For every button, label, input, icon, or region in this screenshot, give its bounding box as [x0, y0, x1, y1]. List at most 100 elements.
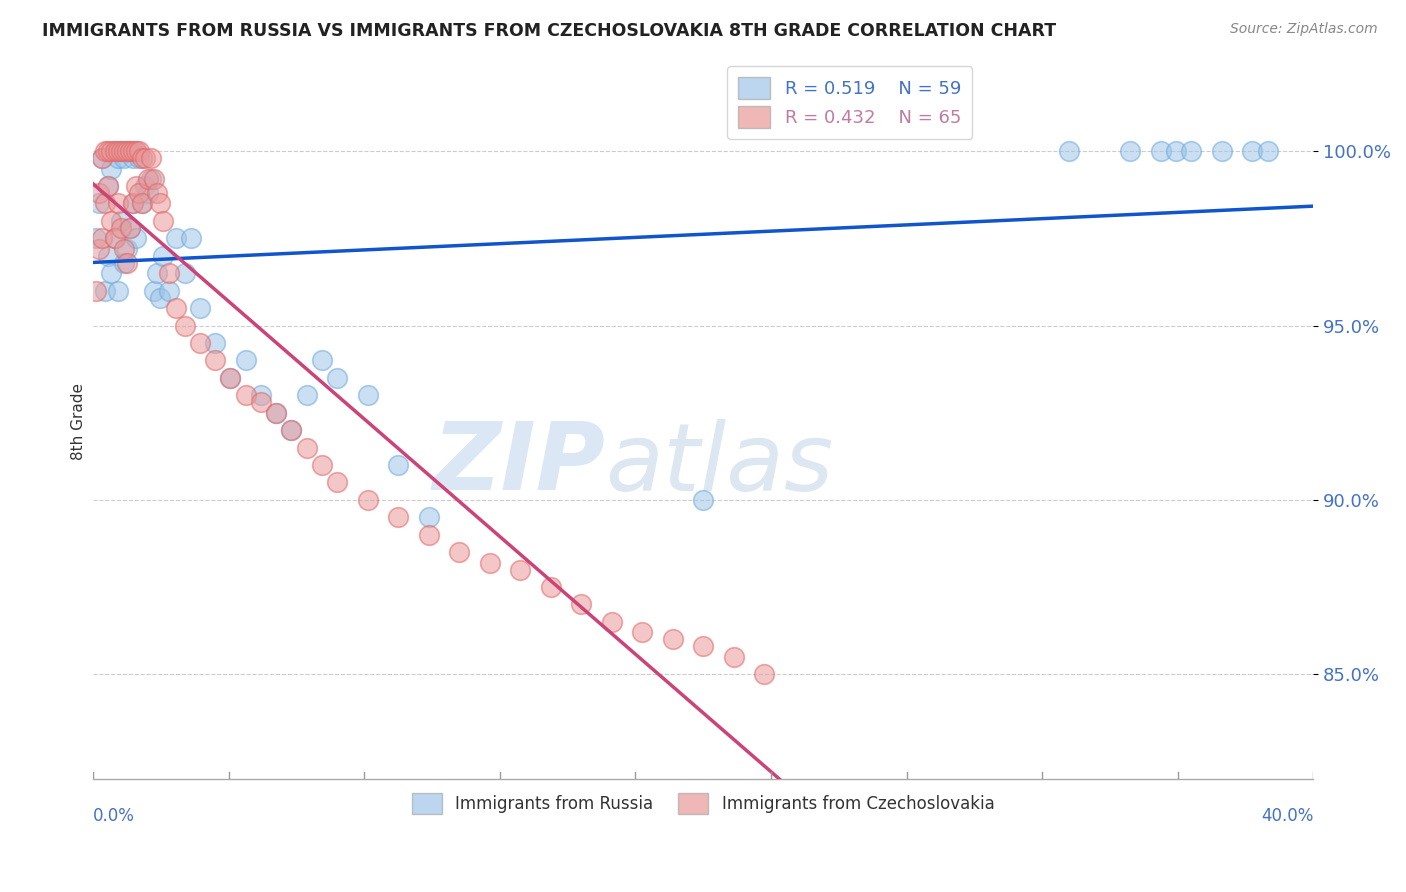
Point	[165, 231, 187, 245]
Point	[692, 492, 714, 507]
Point	[110, 145, 132, 159]
Point	[103, 231, 125, 245]
Point	[125, 145, 148, 159]
Text: 40.0%: 40.0%	[1261, 806, 1313, 824]
Point	[661, 632, 683, 647]
Point	[449, 545, 471, 559]
Point	[139, 151, 162, 165]
Point	[387, 510, 409, 524]
Point	[149, 196, 172, 211]
Point	[110, 145, 132, 159]
Point	[125, 231, 148, 245]
Point	[250, 388, 273, 402]
Point	[143, 172, 166, 186]
Point	[94, 196, 117, 211]
Point	[91, 231, 114, 245]
Point	[112, 256, 135, 270]
Point	[1150, 145, 1173, 159]
Point	[112, 151, 135, 165]
Point	[357, 388, 380, 402]
Point	[121, 151, 143, 165]
Point	[121, 196, 143, 211]
Point	[91, 151, 114, 165]
Point	[91, 151, 114, 165]
Text: Source: ZipAtlas.com: Source: ZipAtlas.com	[1230, 22, 1378, 37]
Point	[1180, 145, 1202, 159]
Point	[357, 492, 380, 507]
Point	[103, 231, 125, 245]
Text: IMMIGRANTS FROM RUSSIA VS IMMIGRANTS FROM CZECHOSLOVAKIA 8TH GRADE CORRELATION C: IMMIGRANTS FROM RUSSIA VS IMMIGRANTS FRO…	[42, 22, 1056, 40]
Point	[131, 196, 153, 211]
Point	[89, 186, 111, 200]
Point	[118, 145, 141, 159]
Point	[159, 284, 181, 298]
Point	[103, 145, 125, 159]
Point	[1164, 145, 1187, 159]
Point	[146, 266, 169, 280]
Point	[84, 231, 107, 245]
Point	[89, 242, 111, 256]
Point	[311, 353, 333, 368]
Point	[125, 179, 148, 194]
Point	[280, 423, 302, 437]
Point	[723, 649, 745, 664]
Point	[1241, 145, 1264, 159]
Text: atlas: atlas	[606, 418, 834, 509]
Point	[115, 256, 138, 270]
Point	[97, 145, 120, 159]
Point	[146, 186, 169, 200]
Point	[136, 172, 159, 186]
Point	[295, 441, 318, 455]
Point	[418, 510, 440, 524]
Point	[143, 284, 166, 298]
Point	[131, 196, 153, 211]
Point	[125, 145, 148, 159]
Point	[219, 371, 242, 385]
Point	[84, 284, 107, 298]
Y-axis label: 8th Grade: 8th Grade	[72, 383, 86, 460]
Point	[100, 145, 122, 159]
Point	[107, 151, 129, 165]
Point	[204, 353, 226, 368]
Point	[280, 423, 302, 437]
Point	[110, 220, 132, 235]
Point	[97, 179, 120, 194]
Point	[219, 371, 242, 385]
Point	[173, 318, 195, 333]
Point	[128, 186, 150, 200]
Point	[250, 395, 273, 409]
Point	[631, 625, 654, 640]
Point	[107, 284, 129, 298]
Point	[188, 335, 211, 350]
Point	[754, 667, 776, 681]
Point	[478, 556, 501, 570]
Text: 0.0%: 0.0%	[93, 806, 135, 824]
Point	[139, 172, 162, 186]
Point	[540, 580, 562, 594]
Point	[152, 214, 174, 228]
Point	[112, 145, 135, 159]
Point	[115, 242, 138, 256]
Point	[569, 598, 592, 612]
Point	[107, 196, 129, 211]
Point	[1057, 145, 1080, 159]
Point	[118, 220, 141, 235]
Point	[692, 639, 714, 653]
Point	[264, 406, 287, 420]
Point	[326, 475, 349, 490]
Point	[180, 231, 202, 245]
Point	[188, 301, 211, 315]
Point	[118, 220, 141, 235]
Point	[89, 196, 111, 211]
Point	[264, 406, 287, 420]
Point	[149, 291, 172, 305]
Point	[1211, 145, 1233, 159]
Point	[159, 266, 181, 280]
Legend: Immigrants from Russia, Immigrants from Czechoslovakia: Immigrants from Russia, Immigrants from …	[405, 787, 1001, 821]
Point	[103, 145, 125, 159]
Point	[418, 527, 440, 541]
Point	[311, 458, 333, 472]
Point	[97, 179, 120, 194]
Point	[134, 179, 156, 194]
Point	[94, 145, 117, 159]
